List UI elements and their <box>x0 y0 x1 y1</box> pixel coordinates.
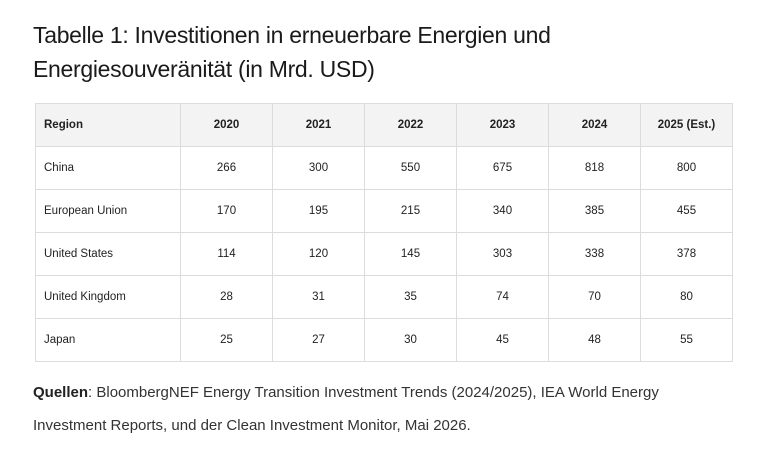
table-row: United Kingdom 28 31 35 74 70 80 <box>35 275 733 319</box>
value-cell: 45 <box>456 318 549 362</box>
value-cell: 30 <box>364 318 457 362</box>
table-row: Japan 25 27 30 45 48 55 <box>35 318 733 362</box>
value-cell: 215 <box>364 189 457 233</box>
source-label: Quellen <box>33 384 89 401</box>
value-cell: 340 <box>456 189 549 233</box>
region-cell: China <box>35 146 181 190</box>
value-cell: 80 <box>640 275 733 319</box>
value-cell: 303 <box>456 232 549 276</box>
header-cell: Region <box>35 103 181 147</box>
value-cell: 25 <box>180 318 273 362</box>
value-cell: 266 <box>180 146 273 190</box>
table-title: Tabelle 1: Investitionen in erneuerbare … <box>33 22 551 82</box>
header-cell: 2024 <box>548 103 641 147</box>
table-row: European Union 170 195 215 340 385 455 <box>35 189 733 233</box>
value-cell: 145 <box>364 232 457 276</box>
region-cell: Japan <box>35 318 181 362</box>
value-cell: 455 <box>640 189 733 233</box>
region-cell: European Union <box>35 189 181 233</box>
value-cell: 35 <box>364 275 457 319</box>
value-cell: 300 <box>272 146 365 190</box>
value-cell: 114 <box>180 232 273 276</box>
header-cell: 2021 <box>272 103 365 147</box>
table-row: China 266 300 550 675 818 800 <box>35 146 733 190</box>
value-cell: 338 <box>548 232 641 276</box>
data-table: Region 2020 2021 2022 2023 2024 2025 (Est.) Chi… <box>35 103 733 362</box>
region-cell: United Kingdom <box>35 275 181 319</box>
value-cell: 28 <box>180 275 273 319</box>
value-cell: 120 <box>272 232 365 276</box>
source-note: Quellen: BloombergNEF Energy Transition … <box>33 376 733 442</box>
source-text: : BloombergNEF Energy Transition Investm… <box>33 384 659 434</box>
header-cell: 2020 <box>180 103 273 147</box>
header-cell: 2025 (Est.) <box>640 103 733 147</box>
value-cell: 74 <box>456 275 549 319</box>
value-cell: 70 <box>548 275 641 319</box>
value-cell: 550 <box>364 146 457 190</box>
region-cell: United States <box>35 232 181 276</box>
header-cell: 2023 <box>456 103 549 147</box>
value-cell: 55 <box>640 318 733 362</box>
value-cell: 48 <box>548 318 641 362</box>
value-cell: 818 <box>548 146 641 190</box>
header-row: Region 2020 2021 2022 2023 2024 2025 (Est.) <box>35 103 733 147</box>
value-cell: 800 <box>640 146 733 190</box>
value-cell: 31 <box>272 275 365 319</box>
value-cell: 170 <box>180 189 273 233</box>
value-cell: 195 <box>272 189 365 233</box>
table-row: United States 114 120 145 303 338 378 <box>35 232 733 276</box>
value-cell: 675 <box>456 146 549 190</box>
value-cell: 378 <box>640 232 733 276</box>
value-cell: 385 <box>548 189 641 233</box>
value-cell: 27 <box>272 318 365 362</box>
header-cell: 2022 <box>364 103 457 147</box>
